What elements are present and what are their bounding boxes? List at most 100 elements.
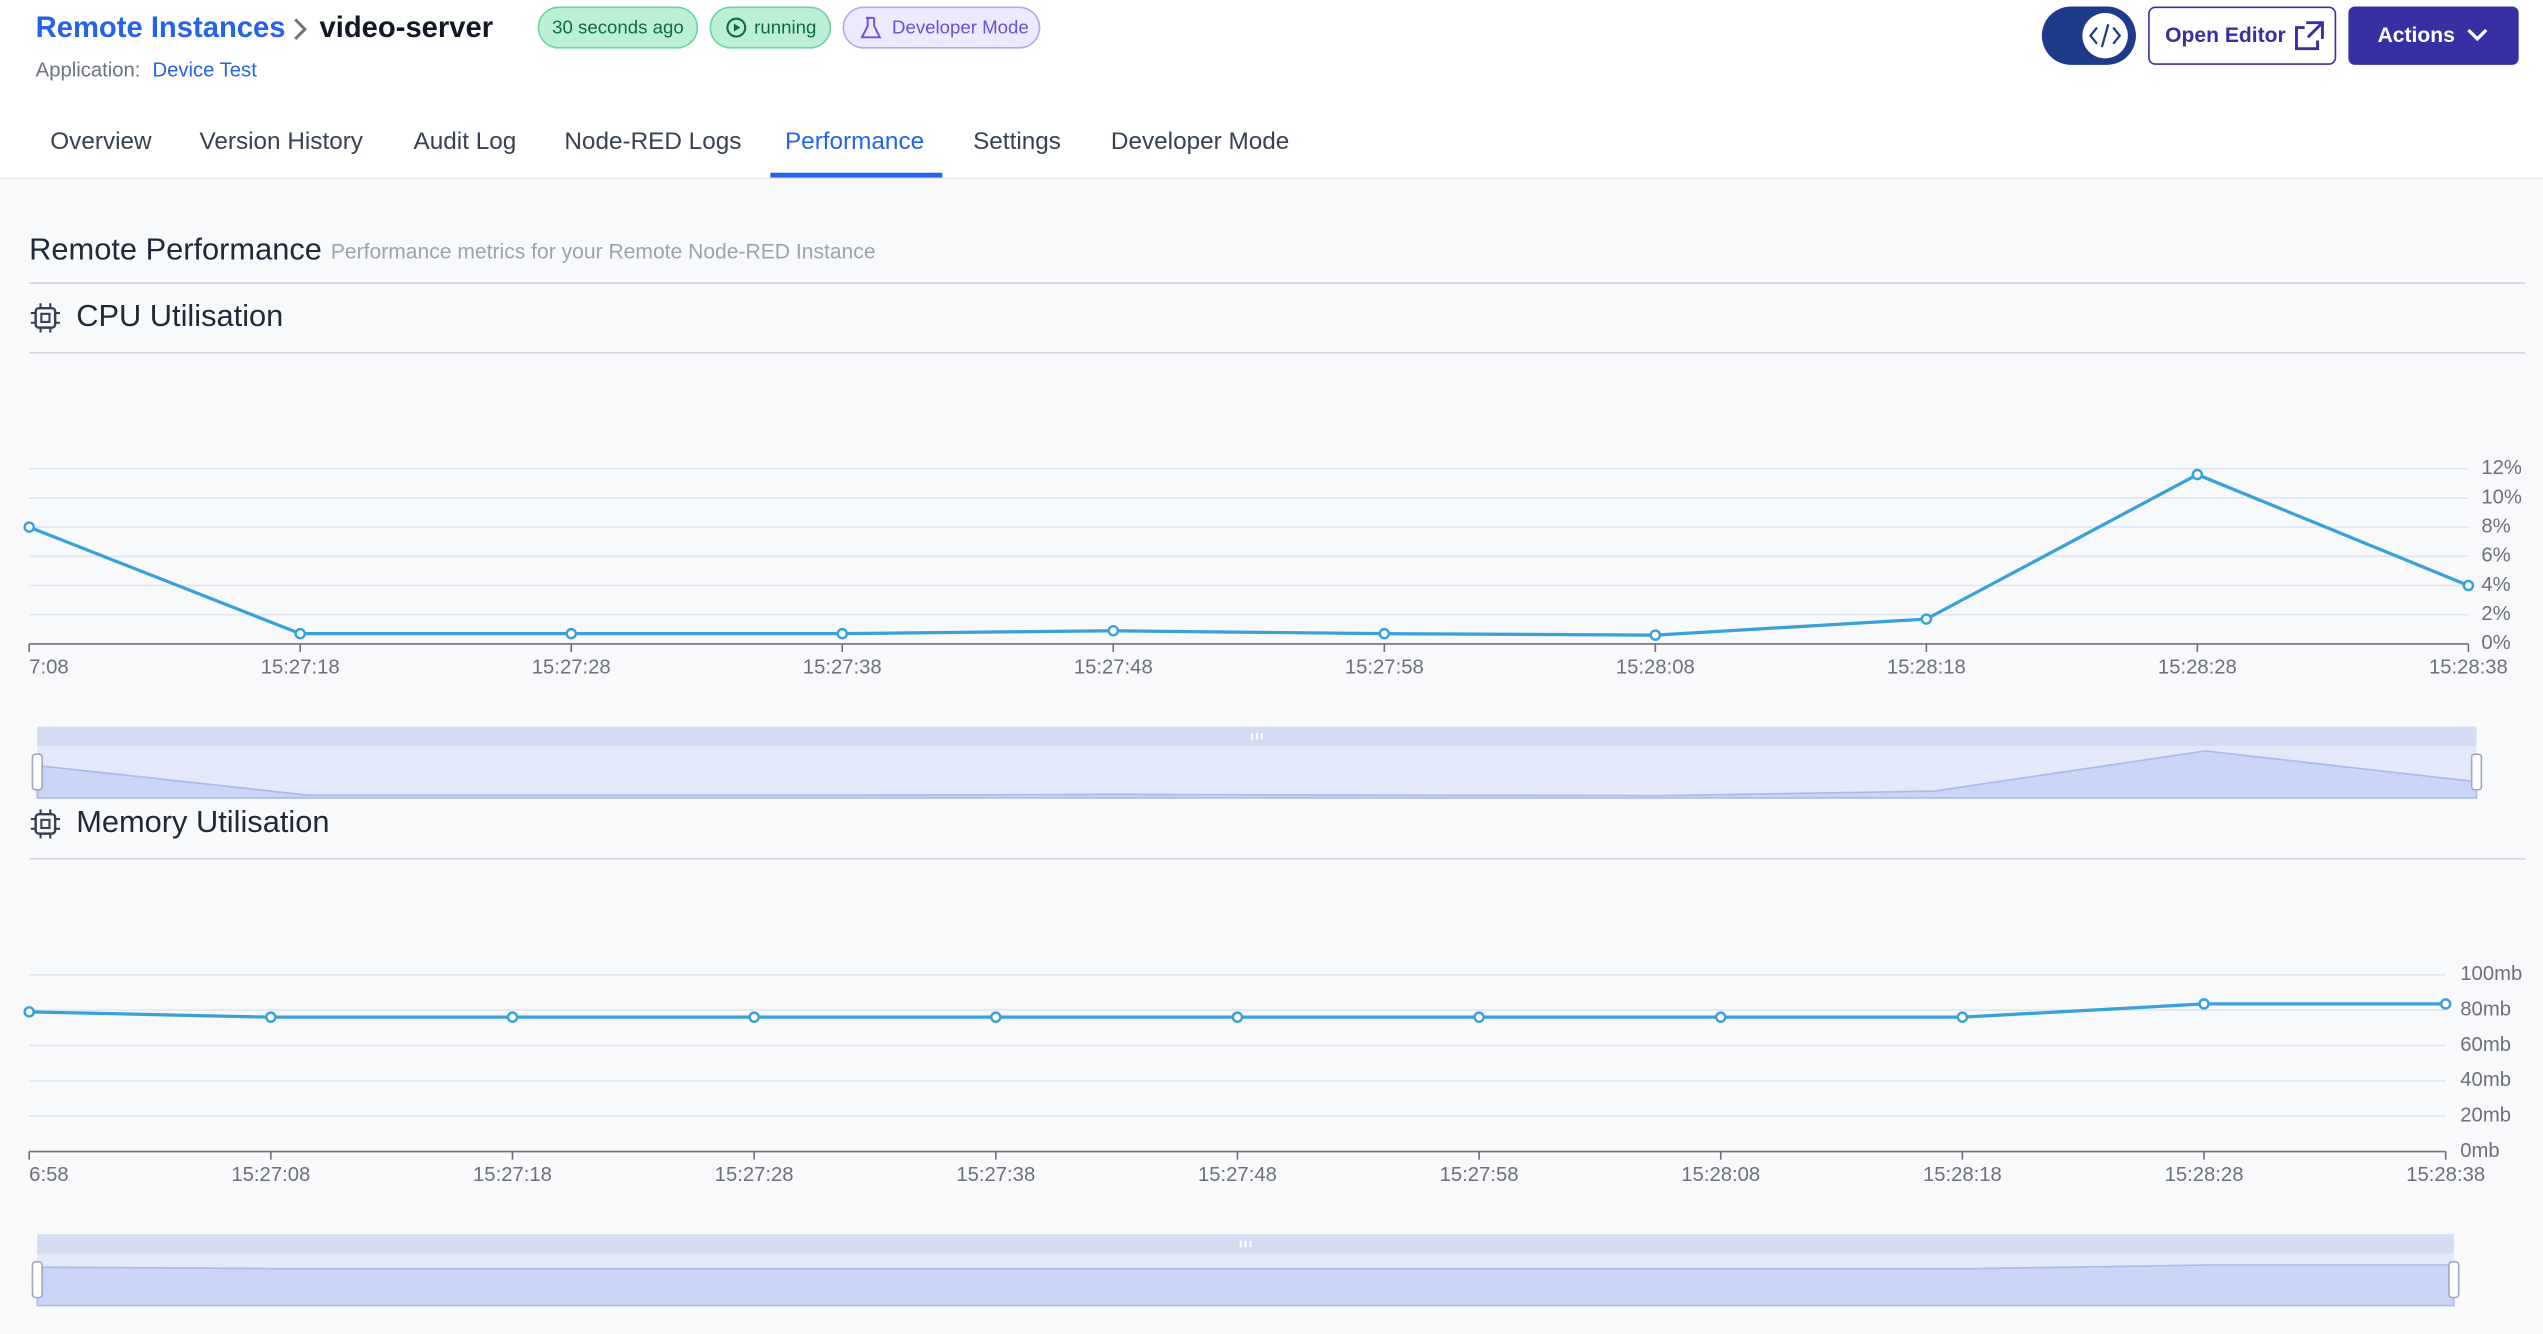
y-tick-label: 0% — [2481, 632, 2510, 654]
data-point — [1231, 1011, 1244, 1023]
application-link[interactable]: Device Test — [152, 60, 257, 82]
y-tick-label: 80mb — [2460, 998, 2511, 1020]
y-tick-label: 100mb — [2460, 963, 2522, 985]
badge-text: running — [754, 16, 816, 37]
x-tick-label: 15:28:18 — [1923, 1164, 2002, 1186]
badge — [842, 6, 1041, 49]
x-tick-label: 15:28:08 — [1681, 1164, 1760, 1186]
data-point — [1378, 627, 1391, 640]
x-tick-label: 15:27:38 — [803, 657, 882, 679]
data-point — [1956, 1011, 1969, 1023]
y-tick-label: 4% — [2481, 574, 2510, 596]
x-tick-label: 15:27:38 — [956, 1164, 1035, 1186]
x-tick-label: 7:08 — [29, 657, 68, 679]
x-tick-label: 15:28:28 — [2158, 657, 2237, 679]
actions-button[interactable] — [2348, 6, 2519, 65]
badge — [709, 6, 832, 49]
x-tick-label: 15:27:18 — [261, 657, 340, 679]
x-tick-label: 15:27:18 — [473, 1164, 552, 1186]
data-point — [1107, 624, 1120, 637]
y-tick-label: 40mb — [2460, 1069, 2511, 1091]
flask-icon — [860, 16, 882, 39]
zoom-handle[interactable] — [2448, 1261, 2460, 1299]
data-point — [565, 627, 577, 640]
zoom-handle[interactable] — [31, 1261, 43, 1299]
tab[interactable]: Node-RED Logs — [564, 128, 741, 155]
zoom-grip — [1239, 1240, 1252, 1248]
badge-text: 30 seconds ago — [552, 16, 684, 37]
tab[interactable]: Audit Log — [414, 128, 517, 155]
data-point — [23, 521, 35, 533]
code-icon — [2089, 24, 2122, 48]
zoom-handle[interactable] — [2470, 753, 2483, 791]
open-editor-button[interactable] — [2148, 6, 2337, 65]
y-tick-label: 20mb — [2460, 1105, 2511, 1127]
x-tick-label: 15:28:38 — [2429, 657, 2508, 679]
x-tick-label: 15:27:48 — [1074, 657, 1153, 679]
tab-active[interactable]: Performance — [785, 128, 924, 155]
y-tick-label: 8% — [2481, 515, 2510, 537]
tab[interactable]: Version History — [199, 128, 363, 155]
chip-icon — [40, 818, 51, 830]
data-point — [506, 1011, 519, 1023]
chevron-down — [2467, 28, 2488, 42]
data-point — [294, 627, 306, 640]
x-tick-label: 15:27:28 — [532, 657, 611, 679]
external-link-icon — [2295, 21, 2324, 51]
x-tick-label: 15:27:58 — [1440, 1164, 1519, 1186]
data-point — [990, 1011, 1002, 1023]
data-point — [1714, 1011, 1727, 1023]
button-text[interactable]: Open Editor — [2165, 24, 2286, 47]
badge-text: Developer Mode — [892, 16, 1029, 37]
data-point — [1473, 1011, 1485, 1023]
x-tick-label: 6:58 — [29, 1164, 68, 1186]
data-point — [2198, 998, 2210, 1010]
section-subtitle: Performance metrics for your Remote Node… — [331, 241, 876, 264]
data-point — [2439, 998, 2452, 1010]
breadcrumb-chevron — [294, 18, 307, 40]
x-tick-label: 15:27:08 — [231, 1164, 310, 1186]
breadcrumb-link[interactable]: Remote Instances — [36, 12, 286, 44]
x-tick-label: 15:28:28 — [2165, 1164, 2244, 1186]
x-tick-label: 15:27:28 — [715, 1164, 794, 1186]
x-tick-label: 15:27:48 — [1198, 1164, 1277, 1186]
chip-icon — [34, 306, 57, 329]
running-icon — [726, 17, 747, 38]
data-point — [1920, 613, 1933, 625]
tab[interactable]: Overview — [50, 128, 152, 155]
y-tick-label: 12% — [2481, 457, 2522, 479]
x-tick-label: 15:28:08 — [1616, 657, 1695, 679]
y-tick-label: 0mb — [2460, 1140, 2499, 1162]
instance-title: video-server — [319, 12, 493, 44]
button-text[interactable]: Actions — [2378, 24, 2455, 47]
y-tick-label: 6% — [2481, 545, 2510, 567]
zoom-preview — [36, 1264, 2455, 1307]
tab[interactable]: Developer Mode — [1111, 128, 1289, 155]
data-line — [28, 472, 2470, 637]
data-point — [2462, 579, 2475, 592]
data-point — [748, 1011, 760, 1023]
badge — [537, 6, 699, 49]
zoom-grip — [1251, 733, 1263, 740]
section-title: Remote Performance — [29, 232, 322, 267]
data-point — [1649, 629, 1662, 641]
x-tick-label: 15:27:58 — [1345, 657, 1424, 679]
data-point — [836, 627, 849, 640]
zoom-handle[interactable] — [31, 753, 43, 791]
y-tick-label: 2% — [2481, 603, 2510, 625]
chip-icon — [30, 809, 61, 839]
data-point — [2191, 468, 2204, 481]
x-tick-label: 15:28:18 — [1887, 657, 1966, 679]
data-point — [23, 1006, 35, 1018]
chart-title: CPU Utilisation — [76, 298, 283, 333]
tab-underline — [770, 172, 943, 178]
y-tick-label: 10% — [2481, 486, 2522, 508]
chart-title: Memory Utilisation — [76, 804, 329, 839]
chip-icon — [30, 303, 61, 333]
tab[interactable]: Settings — [973, 128, 1061, 155]
application-label: Application: — [36, 60, 141, 82]
x-tick-label: 15:28:38 — [2406, 1164, 2485, 1186]
y-tick-label: 60mb — [2460, 1034, 2511, 1056]
